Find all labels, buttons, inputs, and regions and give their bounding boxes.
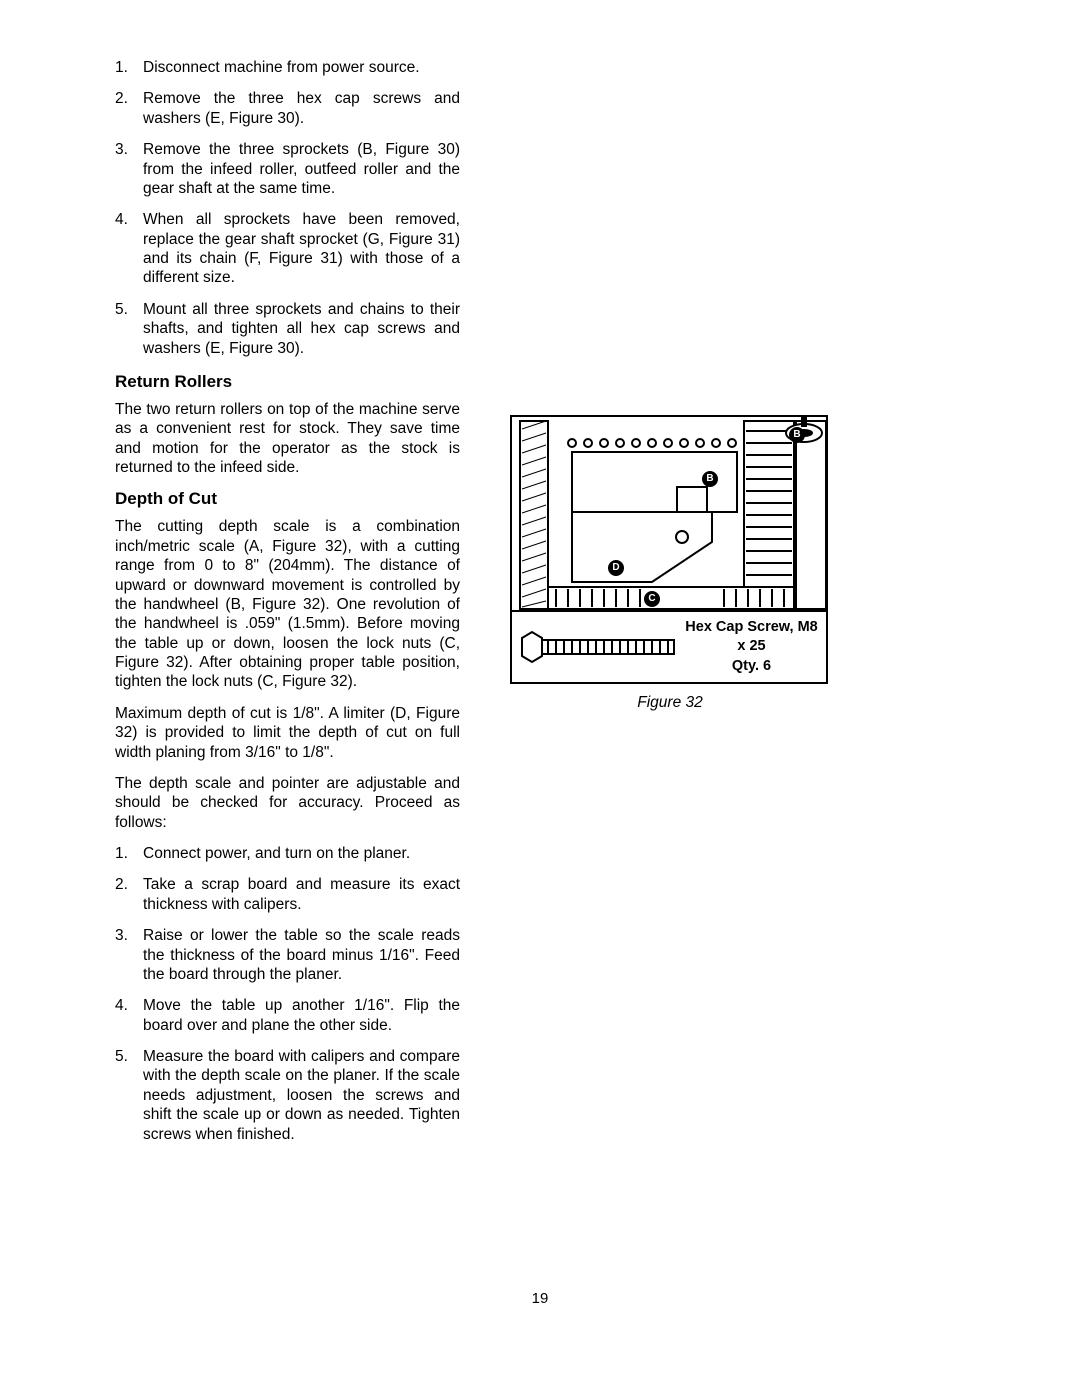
screw-label-line1: Hex Cap Screw, M8 x 25 bbox=[683, 618, 820, 657]
list-item: 4. Move the table up another 1/16". Flip … bbox=[115, 996, 460, 1035]
list-number: 3. bbox=[115, 926, 137, 945]
list-text: Move the table up another 1/16". Flip th… bbox=[143, 997, 460, 1033]
sprocket-procedure-list: 1.Disconnect machine from power source. … bbox=[115, 58, 460, 358]
depth-scale-procedure-list: 1. Connect power, and turn on the planer.… bbox=[115, 844, 460, 1144]
list-text: Remove the three hex cap screws and wash… bbox=[143, 90, 460, 126]
list-text: Measure the board with calipers and comp… bbox=[143, 1048, 460, 1143]
screw-label-line2: Qty. 6 bbox=[683, 657, 820, 677]
body-depth-1: The cutting depth scale is a combination… bbox=[115, 517, 460, 691]
list-text: When all sprockets have been removed, re… bbox=[143, 211, 460, 286]
list-text: Mount all three sprockets and chains to … bbox=[143, 301, 460, 357]
list-item: 3. Remove the three sprockets (B, Figure … bbox=[115, 140, 460, 198]
right-column: B B D C bbox=[510, 415, 830, 712]
list-text: Take a scrap board and measure its exact… bbox=[143, 876, 460, 912]
list-item: 4. When all sprockets have been removed, … bbox=[115, 210, 460, 288]
heading-depth-of-cut: Depth of Cut bbox=[115, 489, 460, 509]
heading-return-rollers: Return Rollers bbox=[115, 372, 460, 392]
body-depth-2: Maximum depth of cut is 1/8". A limiter … bbox=[115, 704, 460, 762]
list-text: Raise or lower the table so the scale re… bbox=[143, 927, 460, 983]
screw-label-block: Hex Cap Screw, M8 x 25 Qty. 6 bbox=[683, 618, 826, 677]
hex-cap-screw-icon bbox=[518, 626, 683, 668]
list-item: 2. Remove the three hex cap screws and wa… bbox=[115, 89, 460, 128]
callout-B2: B bbox=[702, 471, 718, 487]
list-item: 1. Connect power, and turn on the planer. bbox=[115, 844, 460, 863]
list-number: 2. bbox=[115, 89, 137, 108]
list-number: 3. bbox=[115, 140, 137, 159]
figure-32-svg bbox=[512, 417, 826, 612]
list-number: 5. bbox=[115, 300, 137, 319]
list-item: 1. Disconnect machine from power source. bbox=[115, 58, 460, 77]
callout-C: C bbox=[644, 591, 660, 607]
list-item: 5. Mount all three sprockets and chains t… bbox=[115, 300, 460, 358]
list-text: Disconnect machine from power source. bbox=[143, 59, 420, 76]
figure-32-caption: Figure 32 bbox=[510, 694, 830, 712]
figure-32-diagram: B B D C bbox=[512, 417, 826, 612]
left-column: 1.Disconnect machine from power source. … bbox=[115, 58, 460, 1158]
list-item: 3. Raise or lower the table so the scale … bbox=[115, 926, 460, 984]
list-number: 1. bbox=[115, 844, 137, 863]
list-text: Remove the three sprockets (B, Figure 30… bbox=[143, 141, 460, 197]
list-number: 5. bbox=[115, 1047, 137, 1066]
body-return-rollers: The two return rollers on top of the mac… bbox=[115, 400, 460, 478]
list-item: 5. Measure the board with calipers and co… bbox=[115, 1047, 460, 1144]
callout-B1: B bbox=[789, 427, 805, 443]
body-depth-3: The depth scale and pointer are adjustab… bbox=[115, 774, 460, 832]
list-number: 4. bbox=[115, 210, 137, 229]
figure-32-box: B B D C bbox=[510, 415, 828, 684]
manual-page: 1.Disconnect machine from power source. … bbox=[0, 0, 1080, 1397]
list-number: 1. bbox=[115, 58, 137, 77]
list-number: 4. bbox=[115, 996, 137, 1015]
list-item: 2. Take a scrap board and measure its exa… bbox=[115, 875, 460, 914]
figure-32-screw-panel: Hex Cap Screw, M8 x 25 Qty. 6 bbox=[512, 612, 826, 682]
callout-D: D bbox=[608, 560, 624, 576]
page-number: 19 bbox=[0, 1290, 1080, 1307]
list-text: Connect power, and turn on the planer. bbox=[143, 845, 410, 862]
list-number: 2. bbox=[115, 875, 137, 894]
